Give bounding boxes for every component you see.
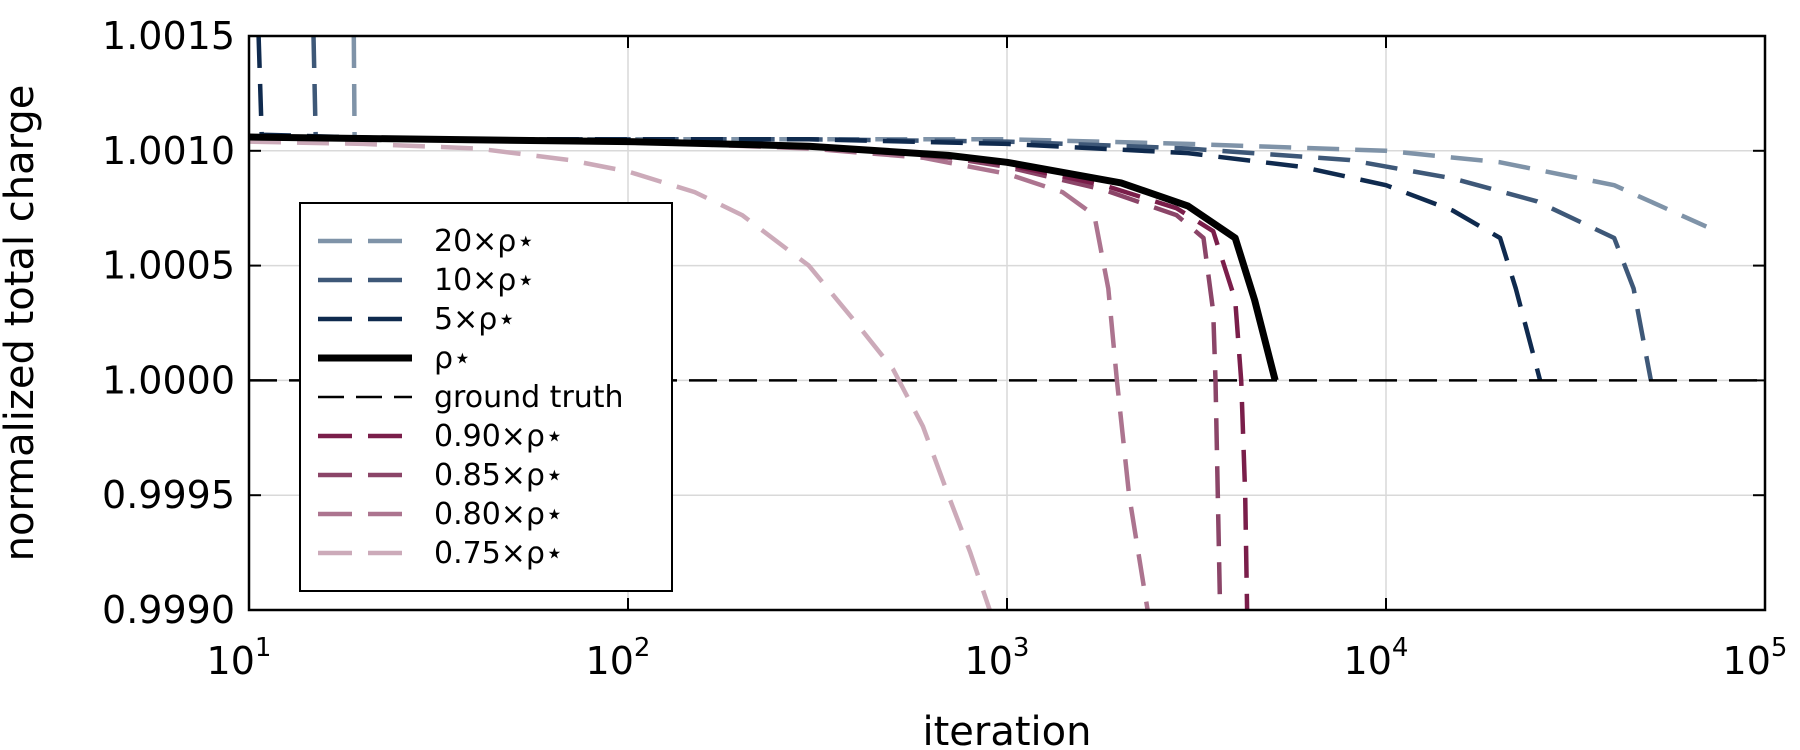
legend-label: ρ⋆ <box>434 341 472 376</box>
y-axis-title: normalized total charge <box>0 85 43 562</box>
series-line <box>249 134 1223 610</box>
legend-label: 0.85×ρ⋆ <box>434 458 564 493</box>
ticks: 101 102 103 104 1051.00151.00101.00051.00000… <box>102 14 1787 683</box>
x-tick-label: 105 <box>1723 633 1788 683</box>
x-tick-label: 102 <box>586 633 651 683</box>
legend-label: ground truth <box>434 380 624 415</box>
series-line <box>249 139 992 610</box>
y-tick-label: 1.0000 <box>102 358 235 402</box>
x-tick-label: 104 <box>1344 633 1409 683</box>
x-tick-exponent: 5 <box>1771 633 1788 663</box>
x-tick-base: 10 <box>586 639 634 683</box>
legend-label: 0.75×ρ⋆ <box>434 536 564 571</box>
x-tick-exponent: 2 <box>634 633 651 663</box>
legend-label: 5×ρ⋆ <box>434 302 516 337</box>
x-tick-base: 10 <box>965 639 1013 683</box>
x-tick-exponent: 3 <box>1013 633 1030 663</box>
legend: 20×ρ⋆ 10×ρ⋆ 5×ρ⋆ ρ⋆ ground truth 0.90×ρ⋆ 0.85×… <box>299 202 673 592</box>
x-axis-title: iteration <box>923 709 1092 750</box>
series-line <box>351 36 1708 229</box>
series-line <box>249 133 1279 382</box>
legend-label: 0.90×ρ⋆ <box>434 419 564 454</box>
legend-label: 10×ρ⋆ <box>434 263 535 298</box>
legend-label: 0.80×ρ⋆ <box>434 497 564 532</box>
x-tick-exponent: 1 <box>255 633 272 663</box>
y-tick-label: 1.0005 <box>102 244 235 288</box>
legend-label: 20×ρ⋆ <box>434 224 535 259</box>
y-tick-label: 1.0015 <box>102 14 235 58</box>
x-tick-label: 101 <box>207 633 272 683</box>
x-tick-base: 10 <box>207 639 255 683</box>
y-tick-label: 0.9995 <box>102 473 235 517</box>
x-tick-label: 103 <box>965 633 1030 683</box>
x-tick-base: 10 <box>1723 639 1771 683</box>
x-tick-base: 10 <box>1344 639 1392 683</box>
series-line <box>249 134 1250 610</box>
y-tick-label: 1.0010 <box>102 129 235 173</box>
y-tick-label: 0.9990 <box>102 588 235 632</box>
x-tick-exponent: 4 <box>1392 633 1409 663</box>
